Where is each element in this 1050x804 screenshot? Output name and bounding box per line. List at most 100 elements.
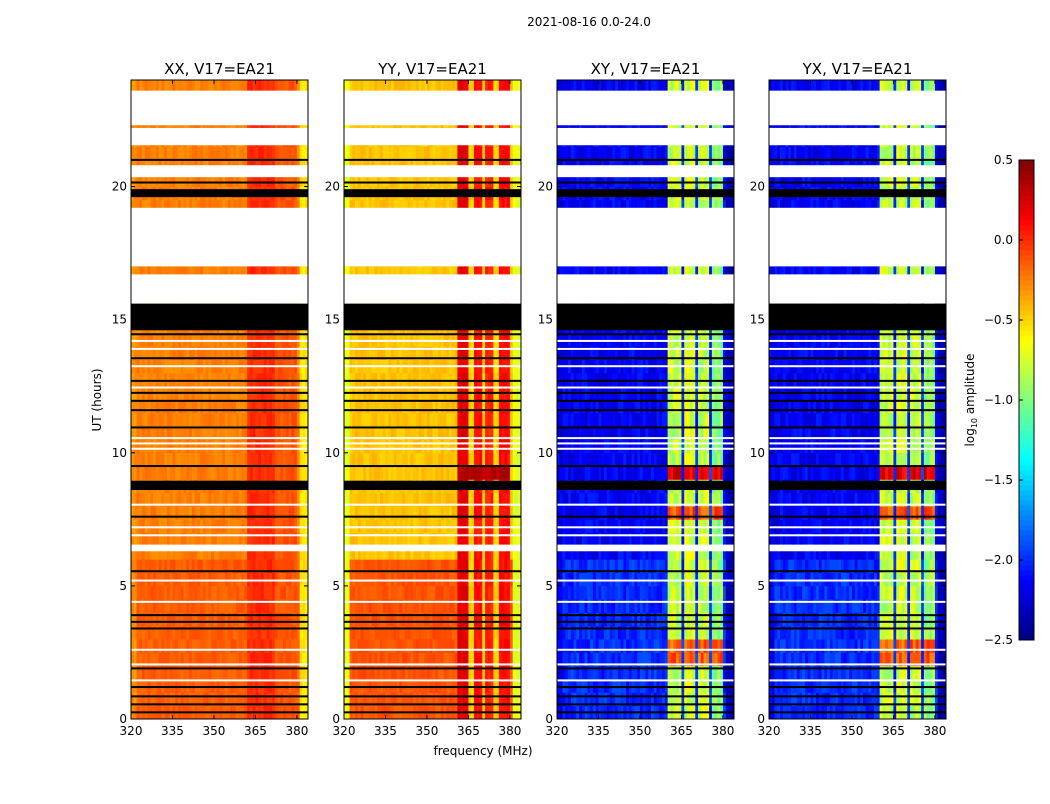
heatmap-cell xyxy=(388,373,391,387)
heatmap-cell xyxy=(264,466,267,480)
heatmap-cell xyxy=(480,639,483,653)
heatmap-cell xyxy=(499,439,502,453)
heatmap-cell xyxy=(468,413,471,427)
heatmap-cell xyxy=(358,373,361,387)
heatmap-cell xyxy=(474,573,477,587)
heatmap-cell xyxy=(244,413,247,427)
heatmap-cell xyxy=(278,439,281,453)
flagged-band xyxy=(131,91,308,126)
heatmap-cell xyxy=(424,519,427,533)
heatmap-cell xyxy=(468,586,471,600)
heatmap-cell xyxy=(153,439,156,453)
heatmap-cell xyxy=(457,439,460,453)
heatmap-cell xyxy=(150,639,153,653)
heatmap-cell xyxy=(352,453,355,467)
heatmap-cell xyxy=(355,413,358,427)
heatmap-cell xyxy=(289,573,292,587)
heatmap-cell xyxy=(444,506,447,520)
heatmap-cell xyxy=(421,573,424,587)
heatmap-cell xyxy=(350,466,353,480)
heatmap-cell xyxy=(178,586,181,600)
heatmap-cell xyxy=(421,453,424,467)
heatmap-cell xyxy=(278,519,281,533)
heatmap-cell xyxy=(269,413,272,427)
heatmap-cell xyxy=(352,573,355,587)
heatmap-cell xyxy=(186,506,189,520)
heatmap-cell xyxy=(231,147,234,161)
heatmap-cell xyxy=(214,439,217,453)
heatmap-cell xyxy=(488,573,491,587)
flag-line xyxy=(131,340,308,342)
heatmap-cell xyxy=(477,519,480,533)
heatmap-cell xyxy=(195,453,198,467)
heatmap-cell xyxy=(377,506,380,520)
heatmap-cell xyxy=(156,453,159,467)
heatmap-cell xyxy=(258,506,261,520)
heatmap-cell xyxy=(142,586,145,600)
heatmap-cell xyxy=(297,639,300,653)
heatmap-cell xyxy=(258,453,261,467)
heatmap-cell xyxy=(372,466,375,480)
heatmap-cell xyxy=(247,506,250,520)
heatmap-cell xyxy=(159,466,162,480)
heatmap-cell xyxy=(225,586,228,600)
heatmap-cell xyxy=(416,573,419,587)
heatmap-cell xyxy=(175,413,178,427)
heatmap-cell xyxy=(515,373,518,387)
heatmap-cell xyxy=(164,519,167,533)
heatmap-cell xyxy=(150,506,153,520)
heatmap-cell xyxy=(250,639,253,653)
heatmap-cell xyxy=(513,439,516,453)
heatmap-cell xyxy=(369,373,372,387)
heatmap-cell xyxy=(242,586,245,600)
heatmap-cell xyxy=(499,373,502,387)
heatmap-cell xyxy=(161,506,164,520)
heatmap-cell xyxy=(139,519,142,533)
heatmap-cell xyxy=(200,573,203,587)
heatmap-cell xyxy=(291,453,294,467)
heatmap-cell xyxy=(170,573,173,587)
heatmap-cell xyxy=(195,586,198,600)
heatmap-cell xyxy=(137,639,140,653)
flag-line xyxy=(131,703,308,705)
heatmap-cell xyxy=(156,466,159,480)
heatmap-cell xyxy=(278,413,281,427)
heatmap-cell xyxy=(402,519,405,533)
heatmap-cell xyxy=(184,373,187,387)
heatmap-cell xyxy=(145,147,148,161)
flag-line xyxy=(131,448,308,450)
heatmap-cell xyxy=(302,506,305,520)
heatmap-cell xyxy=(513,586,516,600)
heatmap-cell xyxy=(358,506,361,520)
heatmap-cell xyxy=(302,466,305,480)
heatmap-cell xyxy=(170,466,173,480)
heatmap-cell xyxy=(421,466,424,480)
heatmap-cell xyxy=(468,639,471,653)
heatmap-cell xyxy=(463,519,466,533)
heatmap-cell xyxy=(134,506,137,520)
heatmap-cell xyxy=(372,586,375,600)
heatmap-cell xyxy=(441,573,444,587)
heatmap-cell xyxy=(280,413,283,427)
heatmap-cell xyxy=(206,573,209,587)
heatmap-cell xyxy=(261,466,264,480)
heatmap-cell xyxy=(264,586,267,600)
heatmap-cell xyxy=(446,506,449,520)
heatmap-cell xyxy=(258,466,261,480)
heatmap-cell xyxy=(471,639,474,653)
heatmap-cell xyxy=(380,573,383,587)
heatmap-cell xyxy=(167,439,170,453)
heatmap-cell xyxy=(178,506,181,520)
heatmap-cell xyxy=(280,573,283,587)
heatmap-cell xyxy=(253,506,256,520)
heatmap-cell xyxy=(153,586,156,600)
heatmap-cell xyxy=(164,573,167,587)
heatmap-cell xyxy=(355,439,358,453)
heatmap-cell xyxy=(261,519,264,533)
heatmap-cell xyxy=(164,439,167,453)
heatmap-cell xyxy=(134,639,137,653)
heatmap-cell xyxy=(161,413,164,427)
heatmap-cell xyxy=(206,506,209,520)
heatmap-cell xyxy=(513,573,516,587)
heatmap-cell xyxy=(214,453,217,467)
